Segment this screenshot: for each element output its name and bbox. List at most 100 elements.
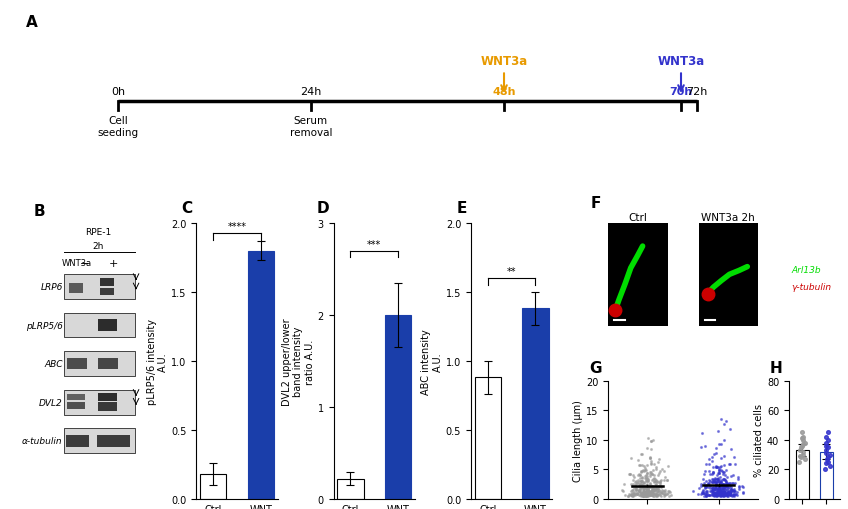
- Point: [796, 436, 810, 444]
- Point: [718, 489, 732, 497]
- Point: [644, 489, 657, 497]
- Point: [633, 473, 647, 482]
- Point: [708, 484, 722, 492]
- Bar: [64, 352, 135, 376]
- Point: [706, 475, 720, 483]
- Point: [650, 488, 663, 496]
- Point: [695, 429, 709, 437]
- Point: [628, 491, 642, 499]
- Point: [650, 480, 663, 489]
- Point: [700, 491, 713, 499]
- Text: LRP6: LRP6: [40, 282, 63, 291]
- Point: [648, 475, 661, 484]
- Point: [723, 491, 737, 499]
- Point: [709, 492, 722, 500]
- Point: [706, 483, 720, 491]
- Point: [718, 482, 732, 490]
- Point: [637, 489, 650, 497]
- Point: [700, 488, 713, 496]
- Point: [714, 462, 728, 470]
- Point: [646, 475, 660, 483]
- Point: [650, 480, 663, 489]
- Point: [708, 489, 722, 497]
- Point: [637, 484, 650, 492]
- Point: [712, 466, 726, 474]
- Point: [728, 485, 741, 493]
- Point: [640, 490, 654, 498]
- Point: [643, 487, 656, 495]
- Point: [796, 440, 810, 448]
- Point: [647, 474, 661, 483]
- Point: [640, 487, 654, 495]
- Point: [720, 490, 734, 498]
- Point: [717, 490, 731, 498]
- Point: [645, 475, 659, 484]
- Point: [713, 483, 727, 491]
- Y-axis label: pLRP5/6 intensity
A.U.: pLRP5/6 intensity A.U.: [147, 318, 169, 404]
- Point: [650, 477, 663, 485]
- Point: [715, 489, 728, 497]
- Point: [633, 477, 646, 486]
- Point: [639, 474, 653, 483]
- Point: [710, 485, 723, 493]
- Point: [638, 483, 651, 491]
- Y-axis label: DVL2 upper/lower
band intensity
ratio A.U.: DVL2 upper/lower band intensity ratio A.…: [282, 318, 315, 405]
- Point: [711, 486, 725, 494]
- Point: [650, 483, 663, 491]
- Point: [724, 486, 738, 494]
- Bar: [98, 319, 117, 331]
- Point: [635, 491, 649, 499]
- Point: [712, 488, 726, 496]
- Point: [713, 473, 727, 481]
- Point: [700, 491, 714, 499]
- Point: [720, 491, 734, 499]
- Point: [713, 483, 727, 491]
- Point: [632, 487, 645, 495]
- Point: [644, 472, 657, 480]
- Point: [708, 473, 722, 482]
- Point: [655, 483, 668, 491]
- Point: [644, 489, 657, 497]
- Point: [720, 491, 734, 499]
- Point: [664, 488, 678, 496]
- Point: [695, 482, 708, 490]
- Point: [627, 490, 640, 498]
- Point: [725, 491, 739, 499]
- Point: [625, 491, 639, 499]
- Point: [650, 463, 663, 471]
- Point: [702, 461, 716, 469]
- Point: [713, 488, 727, 496]
- Point: [722, 489, 736, 497]
- Text: α-tubulin: α-tubulin: [22, 437, 63, 445]
- Y-axis label: Cilia length (μm): Cilia length (μm): [573, 399, 583, 481]
- Point: [645, 482, 659, 490]
- Point: [706, 477, 720, 486]
- Point: [641, 487, 655, 495]
- Point: [699, 483, 712, 491]
- Point: [716, 489, 729, 497]
- Point: [637, 490, 650, 498]
- Point: [655, 489, 668, 497]
- Point: [628, 478, 642, 487]
- Point: [712, 468, 726, 476]
- Point: [630, 478, 644, 487]
- Bar: [64, 313, 135, 338]
- Point: [709, 484, 722, 492]
- Point: [716, 491, 729, 499]
- Point: [728, 487, 741, 495]
- Point: [646, 484, 660, 492]
- Point: [642, 482, 656, 490]
- Point: [645, 470, 659, 478]
- Point: [697, 492, 711, 500]
- Point: [642, 487, 656, 495]
- Point: [633, 461, 646, 469]
- Point: [713, 490, 727, 498]
- Point: [647, 492, 661, 500]
- Point: [652, 455, 666, 463]
- Point: [717, 489, 731, 497]
- Point: [717, 480, 731, 488]
- Point: [650, 491, 664, 499]
- Point: [658, 473, 672, 481]
- Point: [711, 474, 725, 483]
- Point: [712, 485, 726, 493]
